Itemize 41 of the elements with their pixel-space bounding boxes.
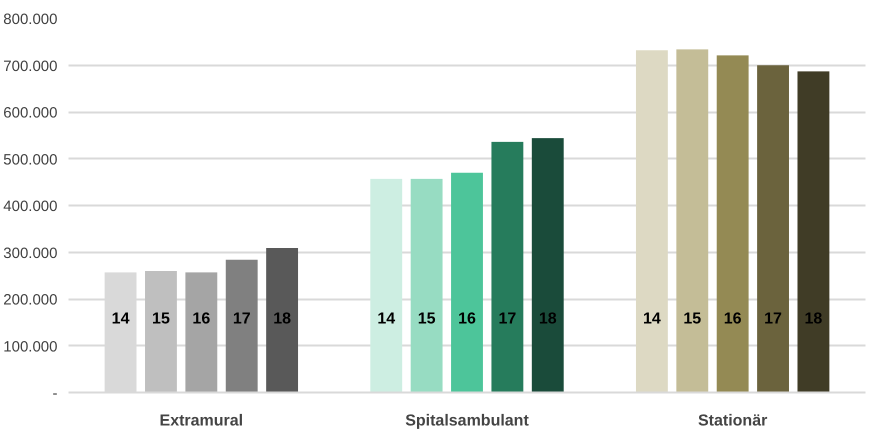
bar bbox=[266, 248, 298, 392]
text: 16 bbox=[458, 310, 476, 328]
bar bbox=[797, 71, 830, 392]
text: 17 bbox=[498, 310, 516, 328]
y-tick-label: 400.000 bbox=[3, 198, 58, 215]
bar bbox=[757, 65, 789, 392]
y-tick-label: 500.000 bbox=[3, 151, 58, 168]
text: 14 bbox=[112, 310, 130, 328]
y-tick-label: 600.000 bbox=[3, 104, 58, 122]
y-tick-label: 800.000 bbox=[3, 11, 58, 28]
text: 18 bbox=[273, 310, 291, 328]
series-label: 17 bbox=[232, 310, 251, 328]
bar bbox=[370, 178, 402, 392]
x-tick-label: Extramural bbox=[160, 412, 244, 430]
bar bbox=[716, 55, 749, 392]
bar bbox=[410, 178, 443, 392]
bar bbox=[451, 172, 483, 392]
text: 15 bbox=[152, 310, 170, 328]
bar bbox=[676, 49, 708, 392]
bar bbox=[491, 142, 524, 392]
y-tick-label: 700.000 bbox=[3, 58, 58, 75]
y-tick-label: 200.000 bbox=[3, 292, 58, 308]
text: 18 bbox=[804, 310, 822, 328]
series-label: 16 bbox=[724, 310, 742, 328]
y-tick-label: 300.000 bbox=[3, 244, 58, 262]
text: 14 bbox=[377, 310, 396, 328]
series-label: 18 bbox=[538, 310, 557, 328]
y-tick-label: - bbox=[52, 385, 58, 402]
x-tick-label: Spitalsambulant bbox=[405, 412, 530, 430]
series-label: 14 bbox=[643, 310, 661, 328]
text: 16 bbox=[192, 310, 210, 328]
y-tick-label: 100.000 bbox=[3, 338, 58, 356]
text: 15 bbox=[418, 310, 436, 328]
bar bbox=[185, 272, 218, 392]
bar bbox=[226, 260, 258, 392]
bar bbox=[532, 138, 564, 392]
bar bbox=[145, 270, 177, 392]
x-tick-label: Stationär bbox=[698, 412, 768, 430]
series-label: 15 bbox=[683, 310, 702, 328]
bar bbox=[636, 50, 668, 392]
text: 17 bbox=[764, 310, 782, 328]
